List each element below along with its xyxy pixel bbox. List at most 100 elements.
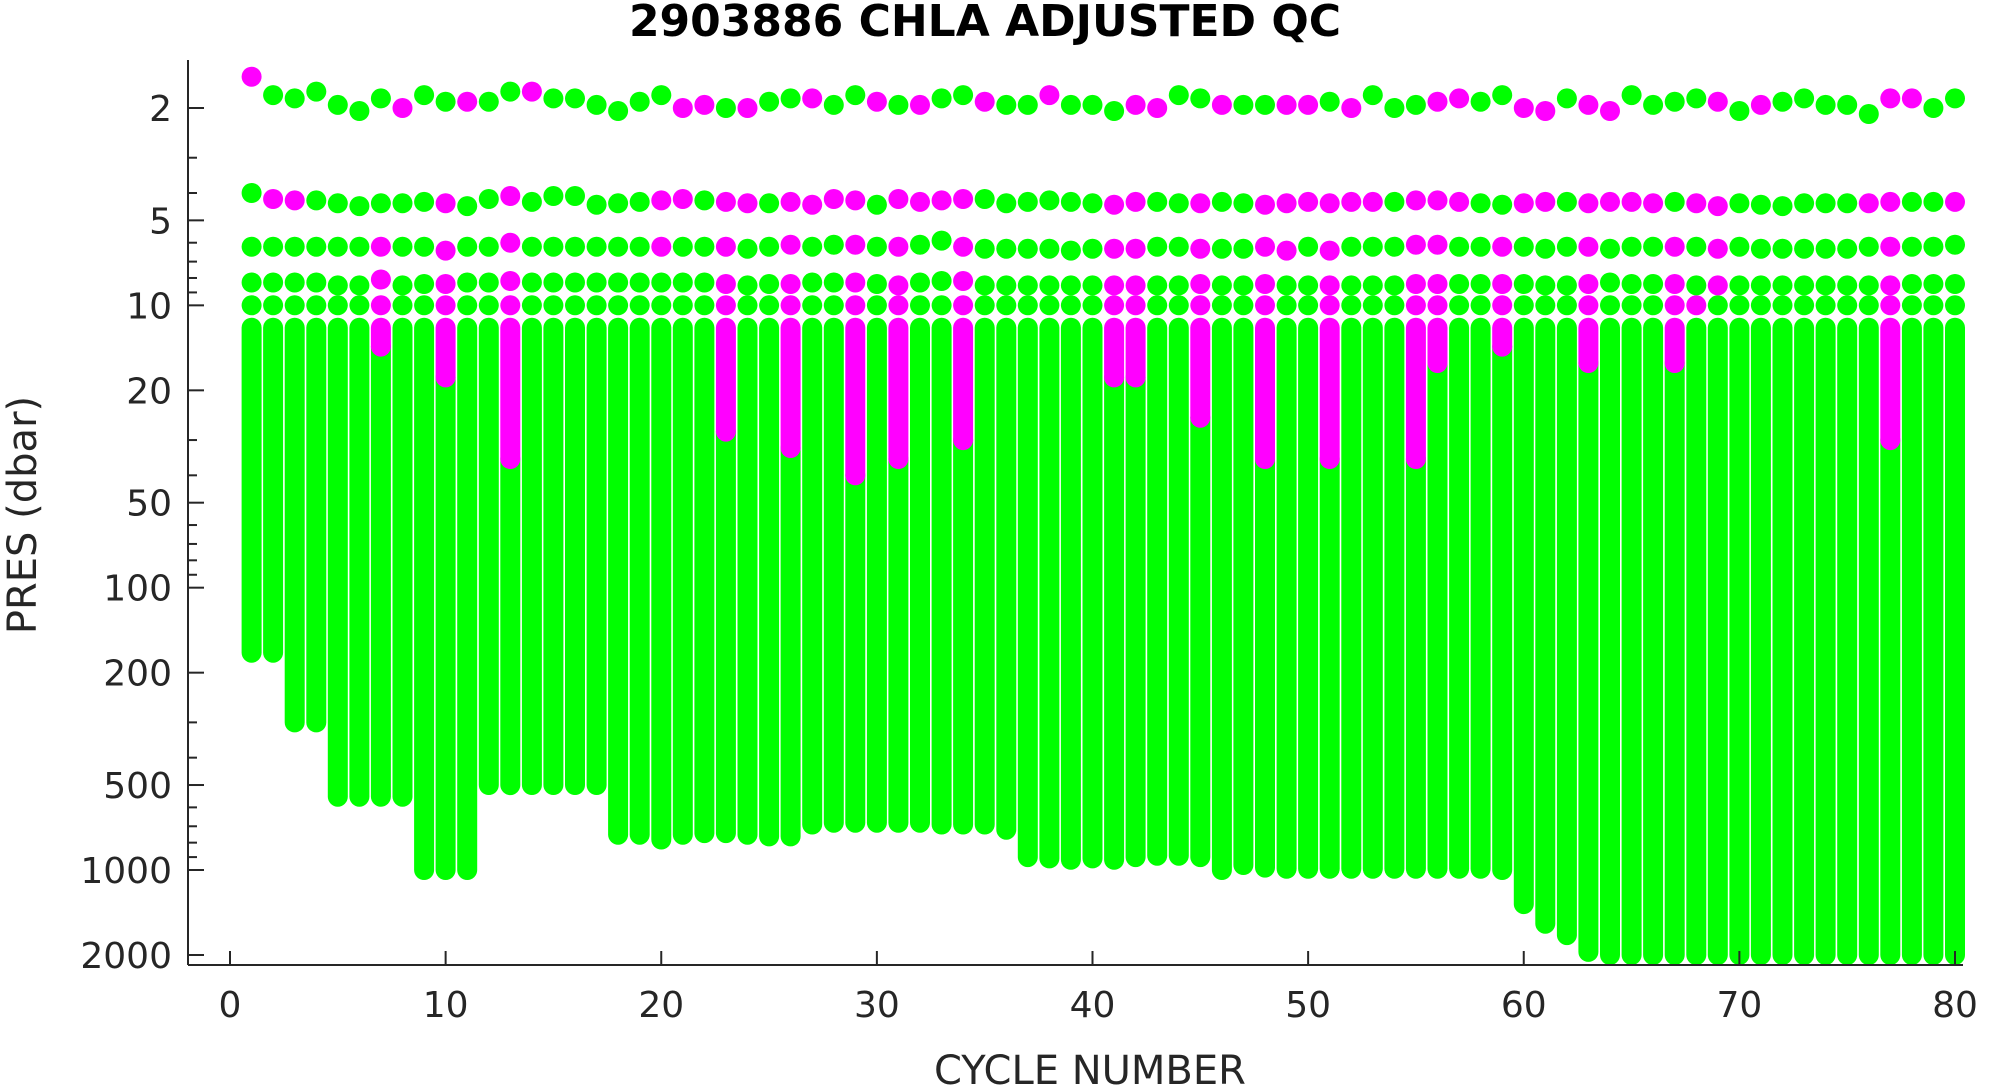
- data-point-cycle-30-p4: [866, 274, 887, 294]
- data-point-cycle-71-p3: [1750, 238, 1771, 259]
- data-point-cycle-1-p1: [241, 66, 262, 87]
- data-column-cycle-7: [370, 336, 391, 807]
- data-point-cycle-51-p10: [1319, 295, 1340, 316]
- data-point-cycle-35-p1: [974, 91, 995, 112]
- data-point-cycle-23-p2: [715, 191, 736, 212]
- data-point-cycle-8-p4: [392, 275, 413, 296]
- y-tick-label: 5: [149, 201, 172, 242]
- data-point-cycle-10-p2: [435, 193, 456, 214]
- data-points: [241, 66, 1965, 965]
- data-point-cycle-5-p2: [327, 193, 348, 214]
- data-column-cycle-26: [780, 438, 801, 847]
- data-point-cycle-66-p10: [1643, 295, 1664, 316]
- data-point-cycle-72-p1: [1772, 91, 1793, 112]
- data-column-cycle-41: [1104, 367, 1125, 870]
- flagged-column-cycle-29: [845, 317, 866, 486]
- data-point-cycle-54-p2: [1384, 191, 1405, 212]
- data-point-cycle-75-p10: [1837, 295, 1858, 316]
- data-point-cycle-33-p2: [931, 190, 952, 211]
- data-point-cycle-3-p4: [284, 272, 305, 293]
- data-column-cycle-1: [241, 317, 262, 663]
- data-point-cycle-30-p10: [866, 295, 887, 316]
- data-point-cycle-32-p4: [910, 272, 930, 293]
- data-point-cycle-22-p1: [694, 94, 715, 115]
- data-point-cycle-34-p10: [953, 295, 974, 316]
- data-point-cycle-20-p4: [651, 272, 672, 293]
- data-point-cycle-15-p10: [543, 295, 564, 316]
- data-point-cycle-64-p2: [1600, 191, 1620, 212]
- data-point-cycle-9-p4: [414, 274, 435, 294]
- data-point-cycle-44-p2: [1168, 193, 1189, 214]
- data-point-cycle-69-p4: [1707, 275, 1728, 296]
- data-point-cycle-59-p3: [1492, 236, 1513, 257]
- data-point-cycle-19-p10: [629, 295, 650, 316]
- data-point-cycle-59-p1: [1492, 85, 1513, 106]
- data-point-cycle-71-p1: [1750, 94, 1771, 115]
- data-column-cycle-8: [392, 317, 413, 807]
- data-point-cycle-5-p1: [327, 94, 348, 115]
- data-point-cycle-67-p1: [1664, 91, 1685, 112]
- data-point-cycle-80-p2: [1945, 191, 1965, 212]
- data-column-cycle-29: [845, 465, 866, 833]
- data-point-cycle-38-p3: [1039, 238, 1060, 259]
- data-point-cycle-21-p2: [672, 189, 693, 209]
- data-point-cycle-32-p3: [910, 234, 930, 255]
- data-point-cycle-18-p4: [608, 272, 629, 293]
- data-point-cycle-52-p1: [1341, 98, 1362, 118]
- data-column-cycle-27: [802, 317, 823, 835]
- data-point-cycle-41-p10: [1104, 295, 1125, 316]
- data-point-cycle-56-p10: [1427, 295, 1448, 316]
- data-point-cycle-19-p1: [629, 91, 650, 112]
- data-point-cycle-17-p1: [586, 94, 607, 115]
- data-column-cycle-49: [1276, 317, 1297, 879]
- data-point-cycle-80-p3: [1945, 234, 1965, 255]
- data-point-cycle-42-p1: [1125, 94, 1146, 115]
- flagged-column-cycle-45: [1190, 317, 1211, 428]
- data-point-cycle-51-p3: [1319, 240, 1340, 261]
- data-point-cycle-1-p2: [241, 183, 262, 203]
- data-point-cycle-37-p10: [1017, 295, 1038, 316]
- data-point-cycle-14-p4: [521, 272, 542, 293]
- data-point-cycle-18-p1: [608, 101, 629, 121]
- data-point-cycle-79-p2: [1923, 191, 1944, 212]
- data-point-cycle-26-p10: [780, 295, 801, 316]
- data-point-cycle-71-p4: [1750, 275, 1771, 296]
- flagged-column-cycle-23: [715, 317, 736, 442]
- data-point-cycle-47-p1: [1233, 94, 1254, 115]
- data-point-cycle-28-p4: [823, 272, 844, 293]
- data-point-cycle-13-p4: [500, 271, 521, 291]
- data-point-cycle-79-p1: [1923, 98, 1944, 118]
- data-point-cycle-69-p1: [1707, 91, 1728, 112]
- data-point-cycle-59-p10: [1492, 295, 1513, 316]
- flagged-column-cycle-7: [370, 317, 391, 357]
- data-point-cycle-17-p2: [586, 194, 607, 215]
- data-point-cycle-42-p10: [1125, 295, 1146, 316]
- data-point-cycle-8-p2: [392, 193, 413, 214]
- data-point-cycle-57-p3: [1449, 236, 1470, 257]
- x-axis-label: CYCLE NUMBER: [934, 1048, 1246, 1088]
- data-point-cycle-29-p1: [845, 85, 866, 106]
- data-point-cycle-70-p2: [1729, 193, 1750, 214]
- data-column-cycle-39: [1060, 317, 1081, 870]
- data-point-cycle-78-p2: [1901, 191, 1922, 212]
- data-point-cycle-3-p10: [284, 295, 305, 316]
- data-point-cycle-2-p2: [263, 189, 284, 209]
- data-point-cycle-69-p3: [1707, 238, 1728, 259]
- data-point-cycle-11-p1: [457, 91, 478, 112]
- data-point-cycle-77-p2: [1880, 191, 1901, 212]
- data-column-cycle-51: [1319, 449, 1340, 879]
- data-point-cycle-10-p3: [435, 240, 456, 261]
- y-tick-label: 500: [103, 766, 172, 807]
- data-point-cycle-44-p3: [1168, 236, 1189, 257]
- data-point-cycle-48-p3: [1255, 236, 1275, 257]
- data-point-cycle-77-p10: [1880, 295, 1901, 316]
- data-point-cycle-60-p3: [1513, 236, 1534, 257]
- data-point-cycle-55-p4: [1405, 274, 1426, 294]
- data-point-cycle-78-p4: [1901, 274, 1922, 294]
- data-point-cycle-40-p10: [1082, 295, 1103, 316]
- data-point-cycle-21-p3: [672, 236, 693, 257]
- data-point-cycle-23-p3: [715, 236, 736, 257]
- data-point-cycle-52-p3: [1341, 236, 1362, 257]
- data-point-cycle-2-p10: [263, 295, 284, 316]
- data-point-cycle-70-p1: [1729, 101, 1750, 121]
